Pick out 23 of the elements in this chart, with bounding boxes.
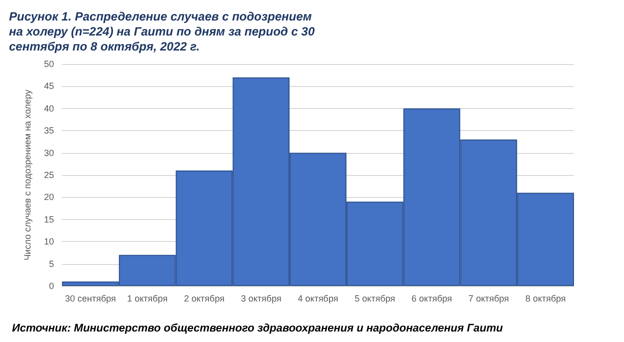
x-tick-label: 4 октября: [298, 294, 338, 304]
y-tick-label: 30: [44, 148, 54, 158]
x-tick-label: 6 октября: [412, 294, 452, 304]
x-tick-label: 8 октября: [525, 294, 566, 304]
y-tick-label: 40: [44, 103, 54, 114]
y-axis-title: Число случаев с подозрением на холеру: [22, 89, 32, 260]
x-tick-label: 30 сентября: [64, 294, 116, 304]
x-tick-label: 2 октября: [184, 294, 225, 304]
y-tick-label: 5: [48, 258, 54, 269]
chart-title: Рисунок 1. Распределение случаев с подозрением на холеру (n=224) на Гаити по дням за период с 30 сентября по 8 октября, 2022 г.: [9, 10, 318, 54]
y-tick-label: 15: [44, 214, 54, 224]
x-tick-label: 5 октября: [354, 294, 396, 304]
y-tick-label: 10: [44, 236, 54, 247]
y-tick-label: 25: [44, 170, 54, 180]
x-tick-label: 3 октября: [240, 294, 282, 304]
y-tick-label: 0: [48, 281, 54, 291]
x-tick-label: 7 октября: [468, 294, 510, 304]
y-tick-label: 45: [44, 81, 54, 92]
y-tick-label: 20: [44, 192, 54, 202]
y-tick-label: 50: [44, 59, 54, 69]
y-tick-label: 35: [44, 126, 54, 136]
x-tick-label: 1 октября: [127, 294, 168, 304]
text: Источник: Министерство общественного здравоохранения и народонаселения Гаити: [12, 322, 504, 334]
